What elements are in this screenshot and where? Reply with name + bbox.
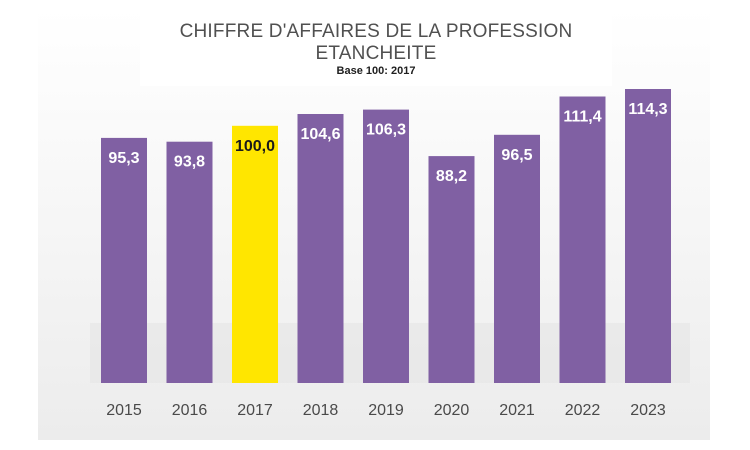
- bar-2015: [101, 137, 147, 383]
- x-tick-label-2017: 2017: [237, 402, 273, 419]
- value-label-2015: 95,3: [108, 150, 139, 167]
- x-tick-label-2020: 2020: [434, 402, 470, 419]
- value-label-2018: 104,6: [300, 126, 340, 143]
- value-label-2020: 88,2: [436, 168, 467, 185]
- chart-subtitle: Base 100: 2017: [336, 65, 416, 77]
- x-tick-label-2015: 2015: [106, 402, 142, 419]
- bar-2019: [363, 109, 409, 383]
- x-tick-label-2016: 2016: [172, 402, 208, 419]
- value-label-2022: 111,4: [563, 109, 601, 126]
- x-tick-label-2018: 2018: [303, 402, 339, 419]
- value-label-2019: 106,3: [366, 122, 406, 139]
- bar-2022: [559, 96, 606, 383]
- bar-2017: [232, 125, 278, 384]
- bar-2018: [297, 114, 344, 383]
- bar-2021: [494, 134, 540, 383]
- value-label-2017: 100,0: [235, 138, 275, 155]
- bar-2020: [428, 156, 475, 383]
- value-label-2021: 96,5: [501, 147, 532, 164]
- bar-2016: [166, 141, 213, 383]
- x-tick-label-2019: 2019: [368, 402, 404, 419]
- x-tick-label-2023: 2023: [630, 402, 666, 419]
- bar-2023: [625, 89, 671, 383]
- value-label-2023: 114,3: [628, 101, 667, 118]
- value-label-2016: 93,8: [174, 154, 205, 171]
- x-tick-label-2022: 2022: [565, 402, 601, 419]
- chart-title: CHIFFRE D'AFFAIRES DE LA PROFESSION ETAN…: [179, 21, 573, 64]
- chart-title-box: [140, 10, 612, 86]
- x-tick-label-2021: 2021: [499, 402, 535, 419]
